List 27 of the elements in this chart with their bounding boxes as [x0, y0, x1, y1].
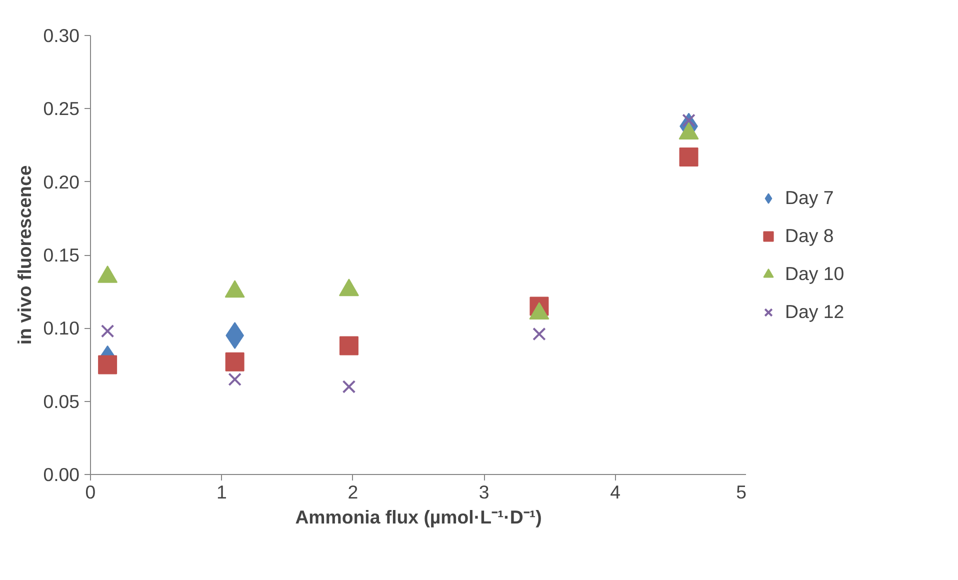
point [679, 147, 698, 166]
x-tick-label: 1 [216, 482, 227, 502]
y-tick-label: 0.00 [43, 464, 80, 485]
y-tick-label: 0.10 [43, 318, 80, 339]
point [228, 372, 242, 386]
x-tick-label: 3 [478, 482, 490, 502]
point [339, 336, 358, 356]
point [342, 380, 356, 394]
legend-label: Day 12 [785, 300, 844, 322]
y-axis-title: in vivo fluorescence [14, 165, 36, 345]
point [225, 352, 244, 372]
x-tick-label: 2 [348, 482, 358, 502]
x-tick-label: 5 [736, 482, 747, 502]
legend-label: Day 10 [785, 262, 844, 284]
legend-label: Day 7 [785, 186, 834, 208]
x-axis-title: Ammonia flux (µmol·L⁻¹·D⁻¹) [295, 506, 542, 528]
point [532, 327, 546, 341]
y-tick-label: 0.05 [43, 390, 80, 412]
x-tick-label: 0 [85, 482, 96, 502]
y-tick-label: 0.15 [43, 244, 80, 266]
x-tick-label: 4 [610, 482, 621, 502]
y-tick-label: 0.30 [43, 25, 80, 46]
y-tick-label: 0.20 [43, 171, 80, 192]
legend-label: Day 8 [785, 224, 834, 246]
point [98, 355, 118, 374]
y-tick-label: 0.25 [43, 98, 80, 120]
point [100, 324, 114, 338]
